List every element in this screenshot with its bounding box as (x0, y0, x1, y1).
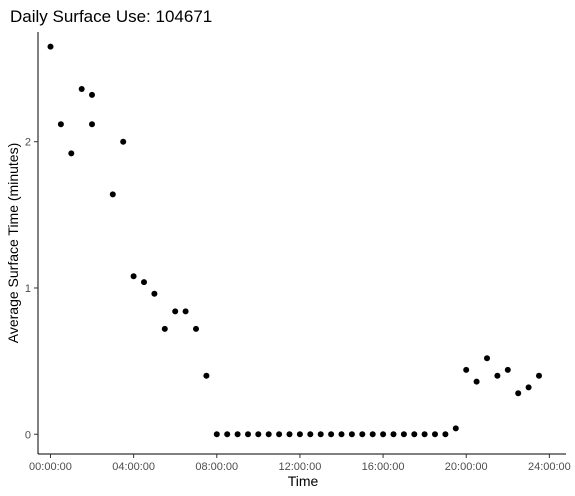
data-point (120, 138, 127, 145)
data-point (182, 308, 189, 315)
data-point (141, 279, 147, 286)
data-point (172, 308, 179, 315)
data-point (89, 121, 95, 128)
points-layer (47, 43, 542, 438)
data-point (400, 431, 407, 438)
x-tick-label: 08:00:00 (195, 461, 238, 473)
data-point (276, 431, 283, 438)
data-point (380, 431, 387, 438)
data-point (307, 431, 314, 438)
data-point (338, 431, 345, 438)
data-point (57, 121, 64, 128)
data-point (484, 355, 490, 362)
data-point (525, 384, 532, 391)
x-tick-label: 04:00:00 (112, 461, 155, 473)
data-point (473, 378, 480, 385)
data-point (348, 431, 355, 438)
data-point (317, 431, 324, 438)
y-tick-label: 0 (25, 429, 31, 441)
data-point (78, 86, 85, 92)
data-point (161, 325, 168, 332)
data-point (432, 431, 438, 438)
data-point (265, 431, 272, 438)
data-point (494, 372, 501, 379)
data-point (109, 191, 116, 198)
data-point (504, 366, 511, 373)
data-point (515, 390, 522, 397)
data-point (245, 431, 251, 438)
x-axis-label: Time (288, 473, 319, 489)
y-axis-label: Average Surface Time (minutes) (5, 143, 21, 344)
data-point (203, 372, 210, 379)
data-point (255, 431, 262, 438)
x-tick-label: 12:00:00 (279, 461, 322, 473)
data-point (452, 425, 459, 432)
data-point (224, 431, 231, 438)
data-point (463, 366, 470, 373)
data-point (421, 431, 428, 438)
data-point (151, 290, 158, 297)
data-point (296, 431, 303, 438)
data-point (536, 372, 542, 379)
data-point (234, 431, 241, 438)
data-point (89, 91, 95, 98)
data-point (286, 431, 293, 438)
y-tick-label: 1 (25, 283, 31, 295)
data-point (411, 431, 418, 438)
data-point (328, 431, 335, 438)
data-point (359, 431, 366, 438)
y-ticks: 0 1 2 (25, 137, 38, 441)
data-point (213, 431, 220, 438)
chart-title: Daily Surface Use: 104671 (10, 7, 212, 26)
data-point (68, 150, 75, 157)
y-tick-label: 2 (25, 137, 31, 149)
x-ticks: 00:00:00 04:00:00 08:00:00 12:00:00 16:00:00… (29, 454, 571, 473)
x-tick-label: 16:00:00 (362, 461, 405, 473)
data-point (369, 431, 376, 438)
data-point (130, 273, 137, 280)
data-point (47, 43, 54, 50)
x-tick-label: 20:00:00 (445, 461, 488, 473)
data-point (442, 431, 449, 438)
x-tick-label: 00:00:00 (29, 461, 72, 473)
x-tick-label: 24:00:00 (528, 461, 571, 473)
data-point (390, 431, 397, 438)
data-point (193, 325, 199, 332)
